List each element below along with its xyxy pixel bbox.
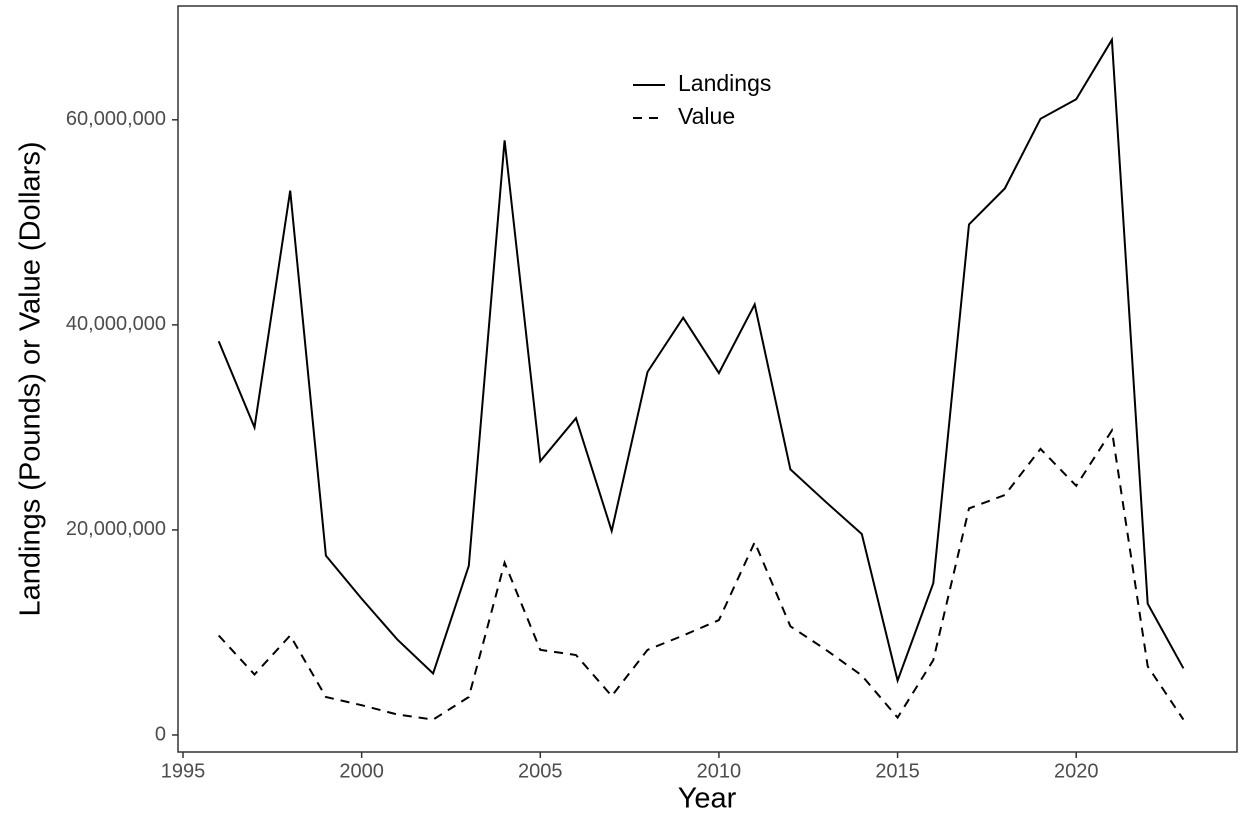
- y-tick-label: 60,000,000: [66, 108, 166, 130]
- y-tick-label: 20,000,000: [66, 518, 166, 540]
- line-series: [217, 36, 1185, 685]
- y-tick-label: 40,000,000: [66, 313, 166, 335]
- x-tick-label: 2015: [875, 760, 920, 782]
- x-axis-title: Year: [678, 783, 737, 815]
- y-tick-label: 0: [155, 723, 166, 745]
- x-tick-label: 2010: [697, 760, 742, 782]
- x-tick-label: 2005: [518, 760, 563, 782]
- y-axis-title: Landings (Pounds) or Value (Dollars): [15, 142, 47, 617]
- legend-label: Landings: [678, 70, 771, 96]
- line-series: [217, 427, 1185, 721]
- x-tick-label: 2020: [1054, 760, 1099, 782]
- x-tick-label: 1995: [161, 760, 206, 782]
- x-tick-label: 2000: [339, 760, 384, 782]
- plot-panel: [177, 5, 1238, 753]
- legend-label: Value: [678, 103, 735, 129]
